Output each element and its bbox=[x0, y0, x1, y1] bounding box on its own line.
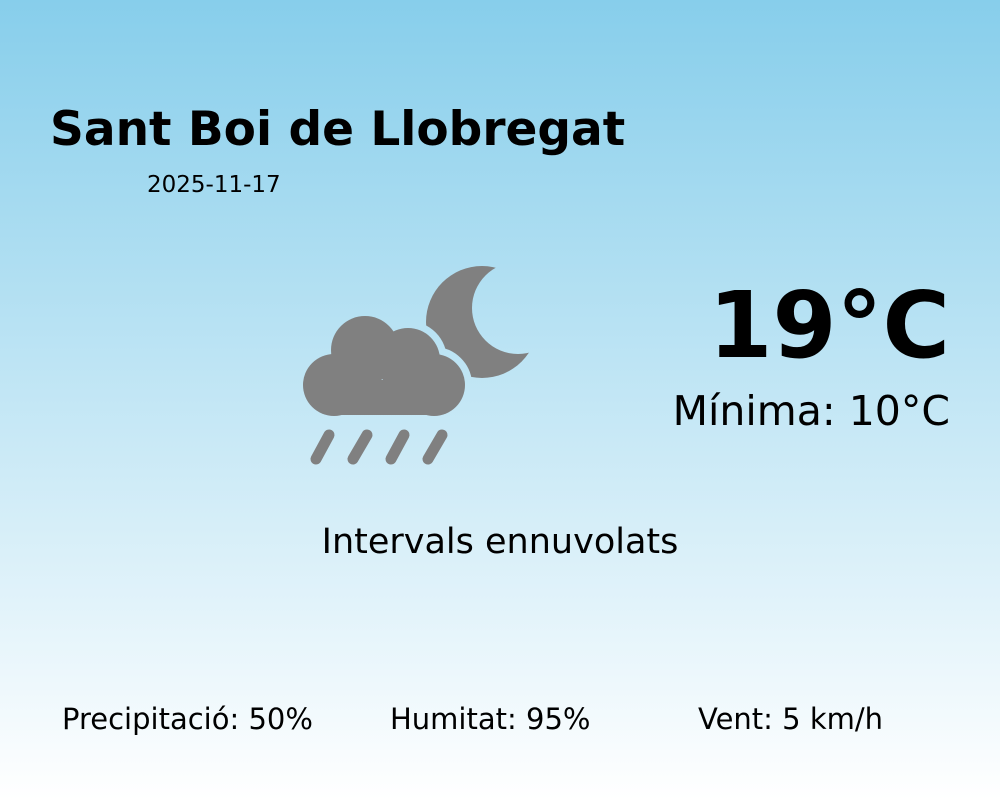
precipitation-stat: Precipitació: 50% bbox=[62, 702, 313, 736]
forecast-date: 2025-11-17 bbox=[147, 172, 281, 198]
wind-stat: Vent: 5 km/h bbox=[698, 702, 884, 736]
minimum-temperature: Mínima: 10°C bbox=[672, 387, 950, 435]
current-temperature: 19°C bbox=[708, 272, 950, 379]
city-name: Sant Boi de Llobregat bbox=[50, 102, 626, 157]
cloud-moon-rain-icon bbox=[303, 266, 538, 465]
humidity-stat: Humitat: 95% bbox=[390, 702, 591, 736]
weather-condition: Intervals ennuvolats bbox=[321, 522, 679, 562]
